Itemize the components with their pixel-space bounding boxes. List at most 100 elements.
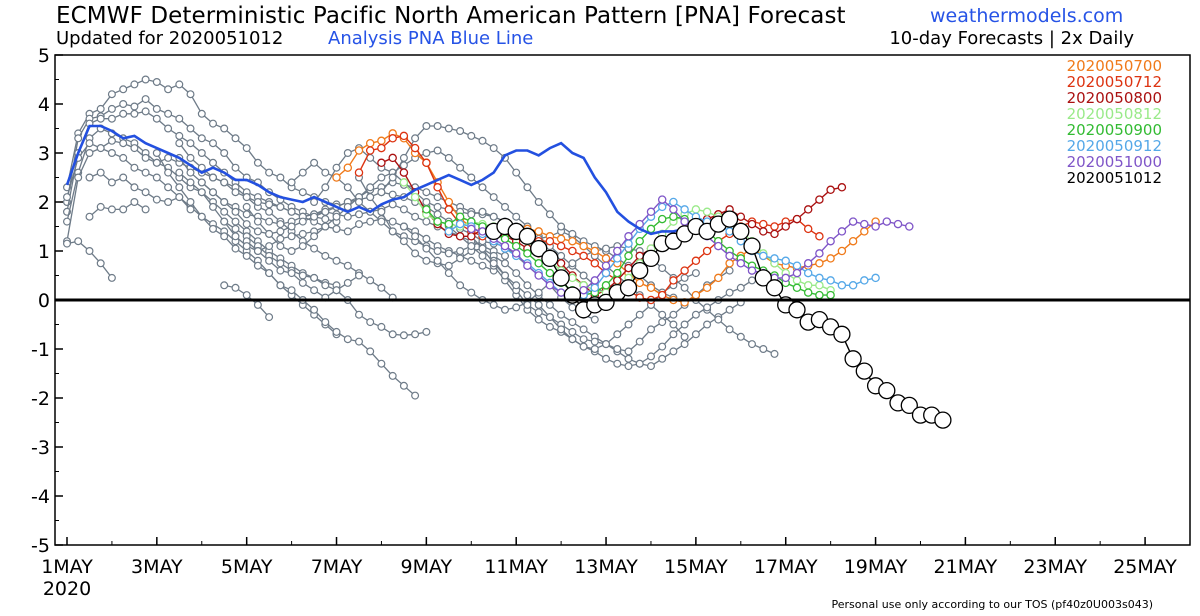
forecast-run-point: [444, 227, 454, 236]
older-run-point: [467, 288, 476, 297]
older-run-point: [501, 305, 510, 314]
older-run-point: [624, 362, 633, 371]
older-run-point: [366, 276, 375, 285]
forecast-run-point: [815, 249, 824, 258]
forecast-run-point: [523, 249, 532, 258]
current-run-point: [597, 293, 615, 312]
forecast-run-point: [691, 290, 701, 300]
older-run-point: [366, 183, 375, 192]
current-run-point: [855, 362, 873, 380]
older-run-point: [343, 202, 352, 211]
forecast-run-point: [556, 259, 566, 268]
older-run-point: [141, 168, 150, 177]
older-run-point: [747, 276, 756, 285]
forecast-run-point: [803, 268, 813, 278]
forecast-run-point: [568, 273, 577, 283]
older-run-point: [759, 345, 768, 354]
forecast-run-point: [860, 276, 869, 285]
forecast-run-point: [568, 246, 577, 256]
older-run-point: [590, 345, 599, 354]
older-run-point: [343, 212, 352, 221]
current-run-point: [833, 325, 851, 343]
site-link[interactable]: weathermodels.com: [930, 5, 1124, 27]
older-run-line: [66, 140, 394, 299]
older-run-point: [725, 266, 734, 275]
legend-item: 2020050900: [1067, 121, 1162, 139]
older-run-point: [343, 149, 352, 158]
y-tick-label: -3: [31, 437, 50, 459]
older-run-point: [197, 188, 206, 197]
older-run-point: [85, 139, 94, 148]
older-run-point: [62, 193, 71, 202]
current-run-point: [934, 411, 952, 429]
older-run-point: [332, 327, 341, 336]
older-run-point: [164, 168, 173, 177]
forecast-run-point: [388, 153, 397, 163]
older-run-point: [265, 207, 274, 216]
older-run-point: [310, 273, 319, 282]
legend: 2020050700202005071220200508002020050812…: [1067, 57, 1162, 187]
older-run-point: [265, 313, 274, 322]
older-run-point: [242, 193, 251, 202]
older-run-point: [456, 281, 465, 290]
forecast-run-point: [826, 290, 835, 300]
forecast-run-point: [332, 173, 341, 182]
older-run-point: [253, 261, 262, 270]
forecast-run-point: [579, 241, 588, 251]
older-run-point: [253, 227, 262, 236]
current-run-point: [552, 269, 570, 287]
older-run-point: [388, 217, 397, 226]
y-tick-label: -2: [31, 388, 50, 410]
older-run-point: [736, 283, 745, 292]
y-tick-label: -1: [31, 339, 50, 361]
y-tick-label: 2: [38, 192, 50, 214]
older-run-point: [444, 153, 453, 162]
forecast-run-point: [545, 236, 555, 246]
forecast-run-point: [815, 273, 824, 283]
current-run-point: [743, 237, 761, 255]
older-run-point: [433, 193, 442, 202]
older-run-point: [646, 352, 655, 361]
older-run-point: [310, 232, 319, 241]
older-run-1: [62, 95, 341, 226]
older-run-point: [107, 178, 116, 187]
older-run-point: [321, 222, 330, 231]
forecast-run-point: [702, 246, 712, 256]
older-run-point: [287, 222, 296, 231]
older-run-point: [164, 85, 173, 94]
older-run-point: [422, 121, 431, 130]
older-run-point: [152, 104, 161, 113]
older-run-point: [332, 224, 341, 233]
current-run-point: [878, 381, 896, 400]
forecast-run-point: [803, 224, 813, 234]
older-run-point: [321, 168, 330, 177]
forecast-run-point: [702, 207, 712, 217]
older-run-point: [489, 259, 498, 268]
forecast-run-point: [601, 281, 611, 290]
older-run-point: [321, 318, 330, 327]
older-run-point: [478, 261, 487, 270]
forecast-run-point: [511, 241, 521, 251]
forecast-run-point: [601, 261, 611, 270]
forecast-run-point: [646, 283, 656, 293]
older-run-point: [119, 153, 128, 162]
older-run-point: [220, 178, 229, 187]
older-run-point: [186, 168, 195, 177]
x-tick-label: 15MAY: [664, 556, 728, 578]
older-run-point: [141, 75, 150, 84]
older-run-point: [411, 391, 420, 400]
x-tick-label: 1MAY: [41, 556, 93, 578]
x-tick-label: 11MAY: [484, 556, 548, 578]
older-run-point: [276, 234, 285, 243]
forecast-run-point: [410, 143, 420, 153]
older-run-point: [332, 163, 341, 172]
forecast-run-point: [680, 205, 689, 214]
forecast-run-point: [714, 273, 723, 283]
forecast-run-point: [613, 254, 622, 263]
forecast-run-point: [770, 229, 779, 239]
older-run-line: [89, 171, 191, 210]
older-run-point: [478, 251, 487, 260]
older-run-point: [197, 134, 206, 143]
older-run-point: [164, 153, 173, 162]
forecast-run-point: [860, 227, 869, 236]
